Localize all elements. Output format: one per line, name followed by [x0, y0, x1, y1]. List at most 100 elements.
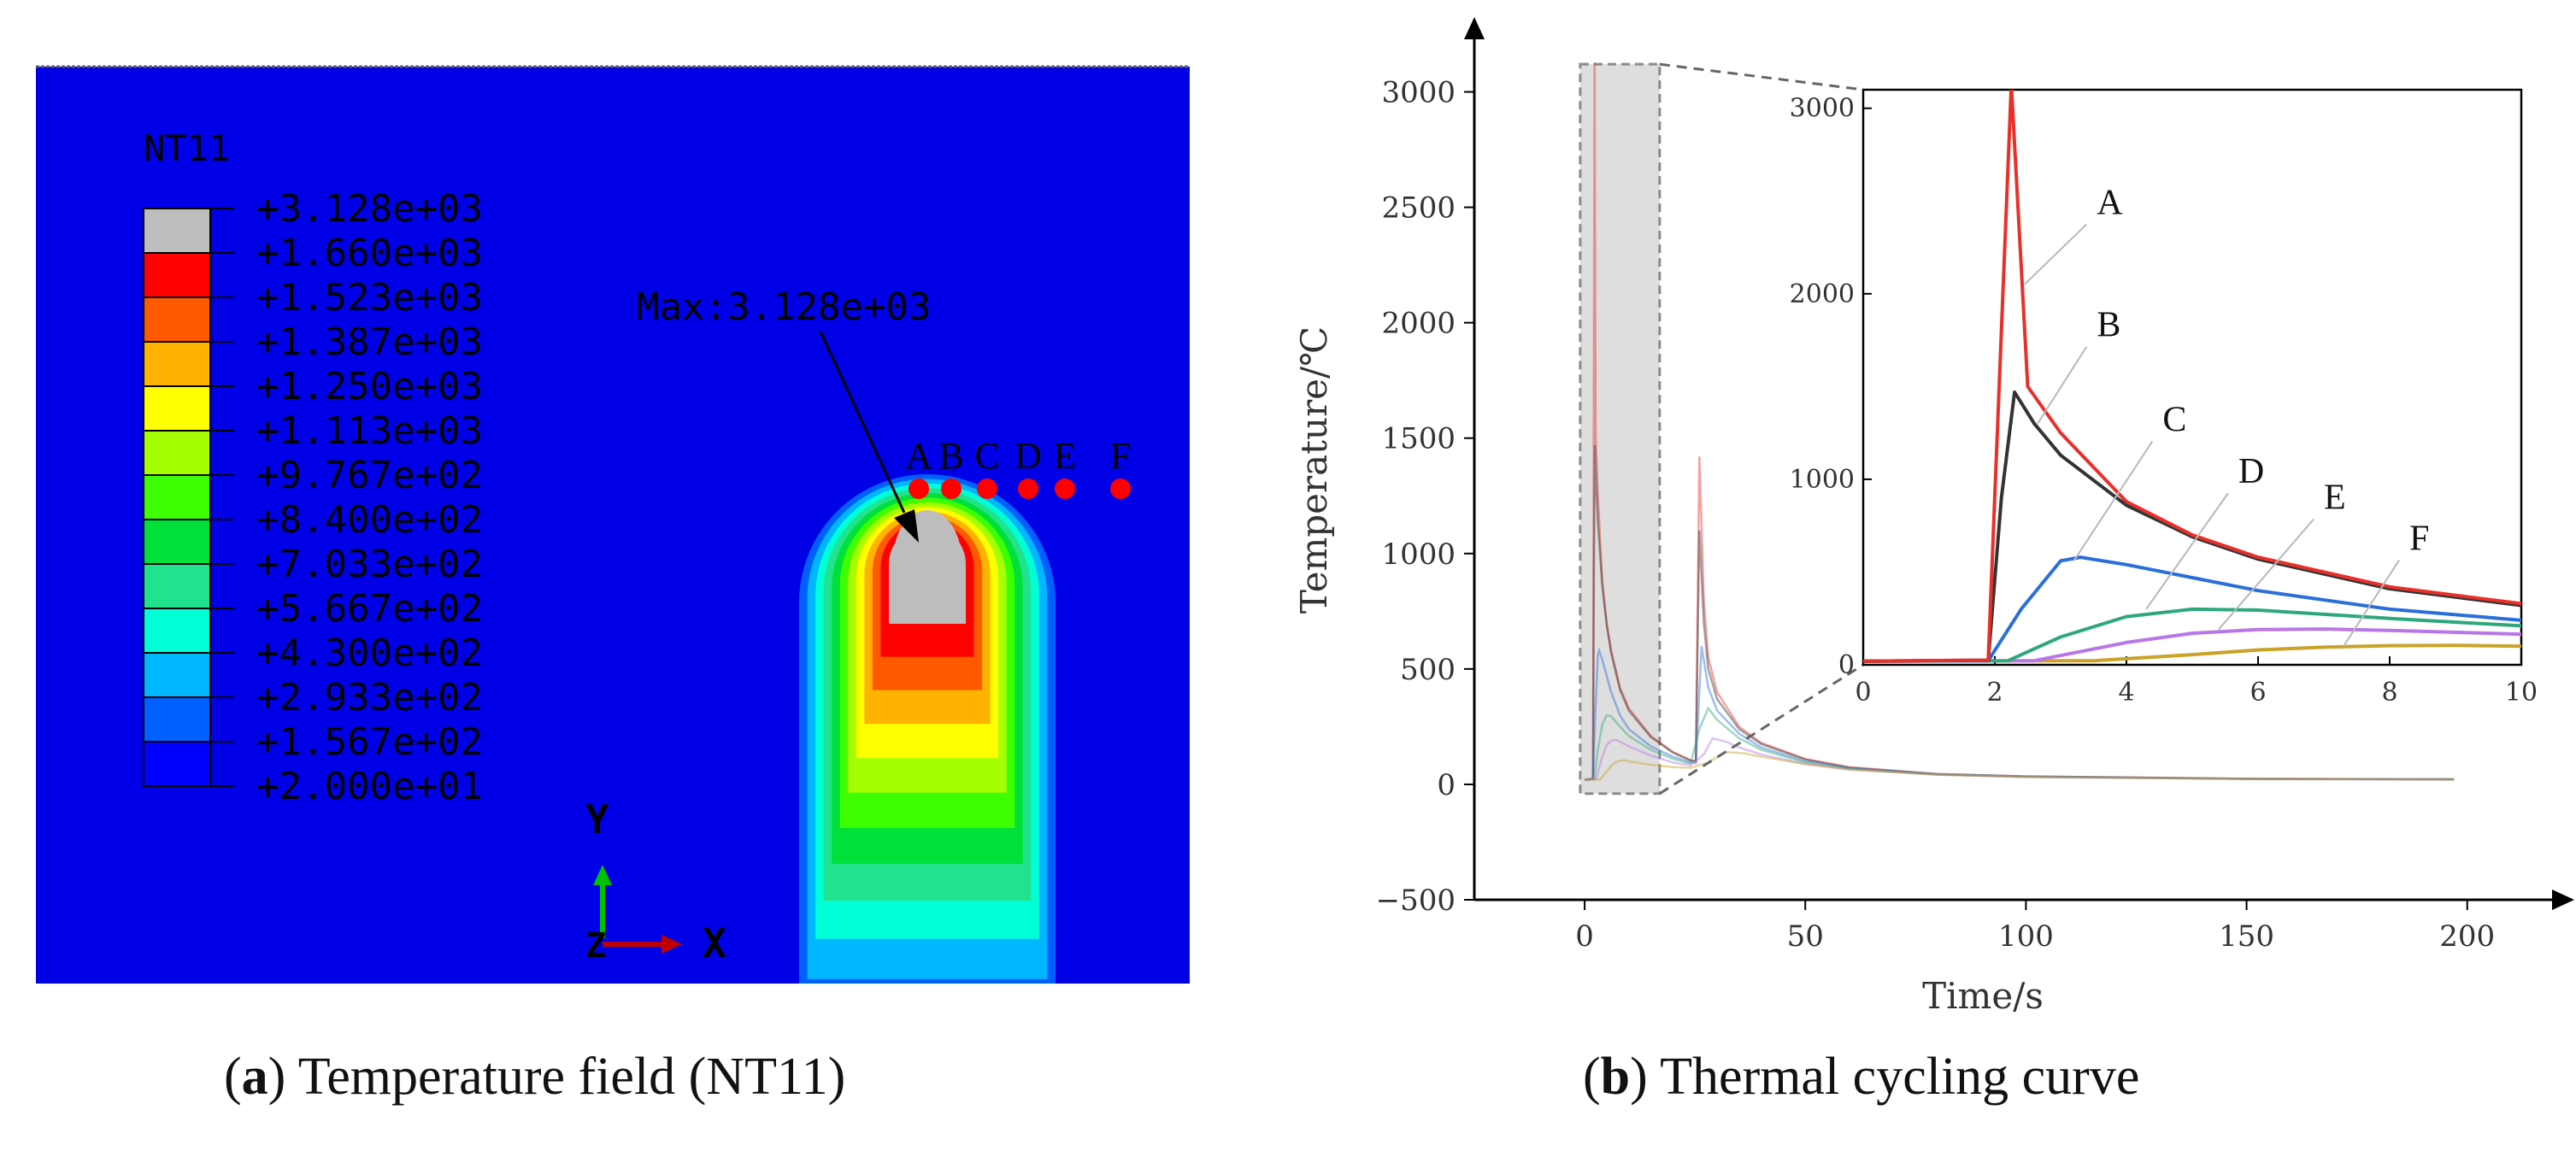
triad-z-label: Z	[585, 926, 606, 966]
legend-value: +1.523e+03	[256, 276, 483, 320]
temperature-plume	[0, 474, 1214, 1052]
point-marker-f	[1110, 479, 1131, 499]
max-arrow-head	[894, 509, 919, 543]
inset-line-e	[1863, 627, 2521, 663]
inset-label-a: A	[2097, 183, 2123, 222]
inset-line-f	[1863, 643, 2521, 663]
legend-value: +9.767e+02	[256, 454, 483, 497]
axis-triad: Y X Z	[585, 796, 726, 966]
panel-a-temperature-field: +3.128e+03 +1.660e+03 +1.523e+03 +1.387e+03…	[0, 0, 1214, 1154]
legend-value: +1.113e+03	[256, 409, 483, 453]
legend-swatch	[143, 430, 211, 476]
y-tick-label: 1000	[1381, 537, 1456, 572]
inset-leader-e	[2218, 518, 2314, 631]
point-label-e: E	[1054, 435, 1077, 477]
inset-leader-a	[2023, 223, 2088, 285]
y-tick-label: 500	[1400, 653, 1456, 687]
legend-swatch	[143, 297, 211, 343]
inset-line-c	[1863, 555, 2521, 663]
inset-label-e: E	[2324, 479, 2346, 518]
triad-y-arrowhead	[593, 865, 612, 885]
point-label-f: F	[1110, 435, 1131, 477]
legend-value: +1.567e+02	[256, 720, 483, 764]
inset-x-tick-label: 2	[1986, 678, 2003, 708]
caption-a-letter: a	[241, 1048, 268, 1106]
inset-line-d	[1863, 607, 2521, 663]
color-legend: +3.128e+03+1.660e+03+1.523e+03+1.387e+03…	[143, 187, 483, 808]
series-line-c	[1585, 645, 2455, 781]
field-bottom-mask	[0, 984, 1214, 1052]
panel-b-thermal-cycling: 0 50 100 150 200 −500 0 500 1000 1500 2000 2500 3000…	[1265, 0, 2576, 1154]
inset-series	[1863, 90, 2521, 663]
inset-leader-f	[2343, 559, 2400, 647]
zoom-connector-top	[1659, 62, 1864, 91]
inset-y-tick-label: 1000	[1790, 465, 1855, 495]
thermal-cycling-chart: 0 50 100 150 200−500050010001500200025003000…	[1293, 17, 2574, 1017]
legend-swatch	[143, 696, 211, 743]
temperature-field-plot: +3.128e+03+1.660e+03+1.523e+03+1.387e+03…	[0, 65, 1214, 1052]
legend-value: +1.250e+03	[256, 365, 483, 408]
inset-y-tick-label: 3000	[1790, 94, 1855, 124]
zoom-connector-bottom	[1659, 663, 1864, 796]
series-line-a	[1584, 62, 2455, 781]
x-tick-label: 0	[1575, 919, 1594, 954]
triad-y-label: Y	[585, 796, 609, 843]
legend-swatch	[143, 341, 211, 387]
legend-swatch	[143, 608, 211, 654]
x-tick-label: 50	[1787, 919, 1824, 954]
point-marker-c	[977, 479, 997, 499]
triad-x-label: X	[703, 920, 726, 966]
x-axis-label: Time/s	[1922, 975, 2044, 1017]
point-marker-b	[941, 479, 962, 499]
inset-y-tick-label: 2000	[1790, 279, 1855, 309]
caption-b-text: Thermal cycling curve	[1660, 1048, 2140, 1106]
inset-label-b: B	[2097, 306, 2120, 345]
point-label-a: A	[905, 435, 932, 477]
max-annotation: Max:3.128e+03	[637, 285, 931, 543]
point-label-d: D	[1015, 435, 1042, 477]
y-tick-label: 2000	[1381, 307, 1456, 341]
x-axis-arrowhead	[2552, 890, 2574, 910]
legend-value: +1.660e+03	[256, 232, 483, 275]
legend-swatch	[143, 208, 211, 254]
point-marker-e	[1055, 479, 1075, 499]
caption-b: (b) Thermal cycling curve	[1583, 1048, 2140, 1106]
inset-y-tick-label: 0	[1838, 650, 1855, 680]
inset-leader-d	[2145, 492, 2229, 610]
main-series-lines	[1579, 62, 2455, 796]
inset-x-tick-label: 6	[2250, 678, 2266, 708]
legend-value: +8.400e+02	[256, 498, 483, 542]
legend-value: +7.033e+02	[256, 543, 483, 586]
y-axis-label: Temperature/℃	[1293, 326, 1335, 614]
x-tick-label: 100	[1998, 919, 2054, 954]
legend-swatch	[143, 474, 211, 520]
legend-value: +5.667e+02	[256, 587, 483, 631]
max-arrow-line	[819, 331, 906, 514]
inset-line-a	[1863, 90, 2521, 663]
series-line-b	[1584, 444, 2455, 781]
point-marker-d	[1018, 479, 1038, 499]
inset-x-tick-label: 8	[2381, 678, 2397, 708]
inset-x-tick-label: 10	[2505, 678, 2538, 708]
plume-core	[893, 510, 962, 609]
y-tick-label: 3000	[1381, 76, 1456, 110]
inset-x-tick-label: 0	[1855, 678, 1871, 708]
x-tick-label: 150	[2219, 919, 2274, 954]
x-tick-label: 200	[2439, 919, 2495, 954]
legend-swatch	[143, 741, 211, 787]
inset-label-c: C	[2162, 400, 2186, 439]
point-label-b: B	[938, 435, 963, 477]
caption-a-text: Temperature field (NT11)	[297, 1048, 846, 1106]
inset-zoom-plot: 0 2 4 6 8 10 0 1000 2000 3000 A B C D E F	[1659, 62, 2538, 796]
legend-value: +1.387e+03	[256, 320, 483, 364]
legend-value: +2.000e+01	[256, 765, 483, 808]
y-tick-label: 0	[1437, 768, 1456, 802]
legend-swatch	[143, 385, 211, 432]
caption-b-letter: b	[1600, 1048, 1631, 1106]
inset-line-b	[1863, 390, 2521, 663]
legend-swatch	[143, 252, 211, 298]
inset-frame	[1861, 88, 2523, 667]
inset-x-tick-label: 4	[2118, 678, 2134, 708]
